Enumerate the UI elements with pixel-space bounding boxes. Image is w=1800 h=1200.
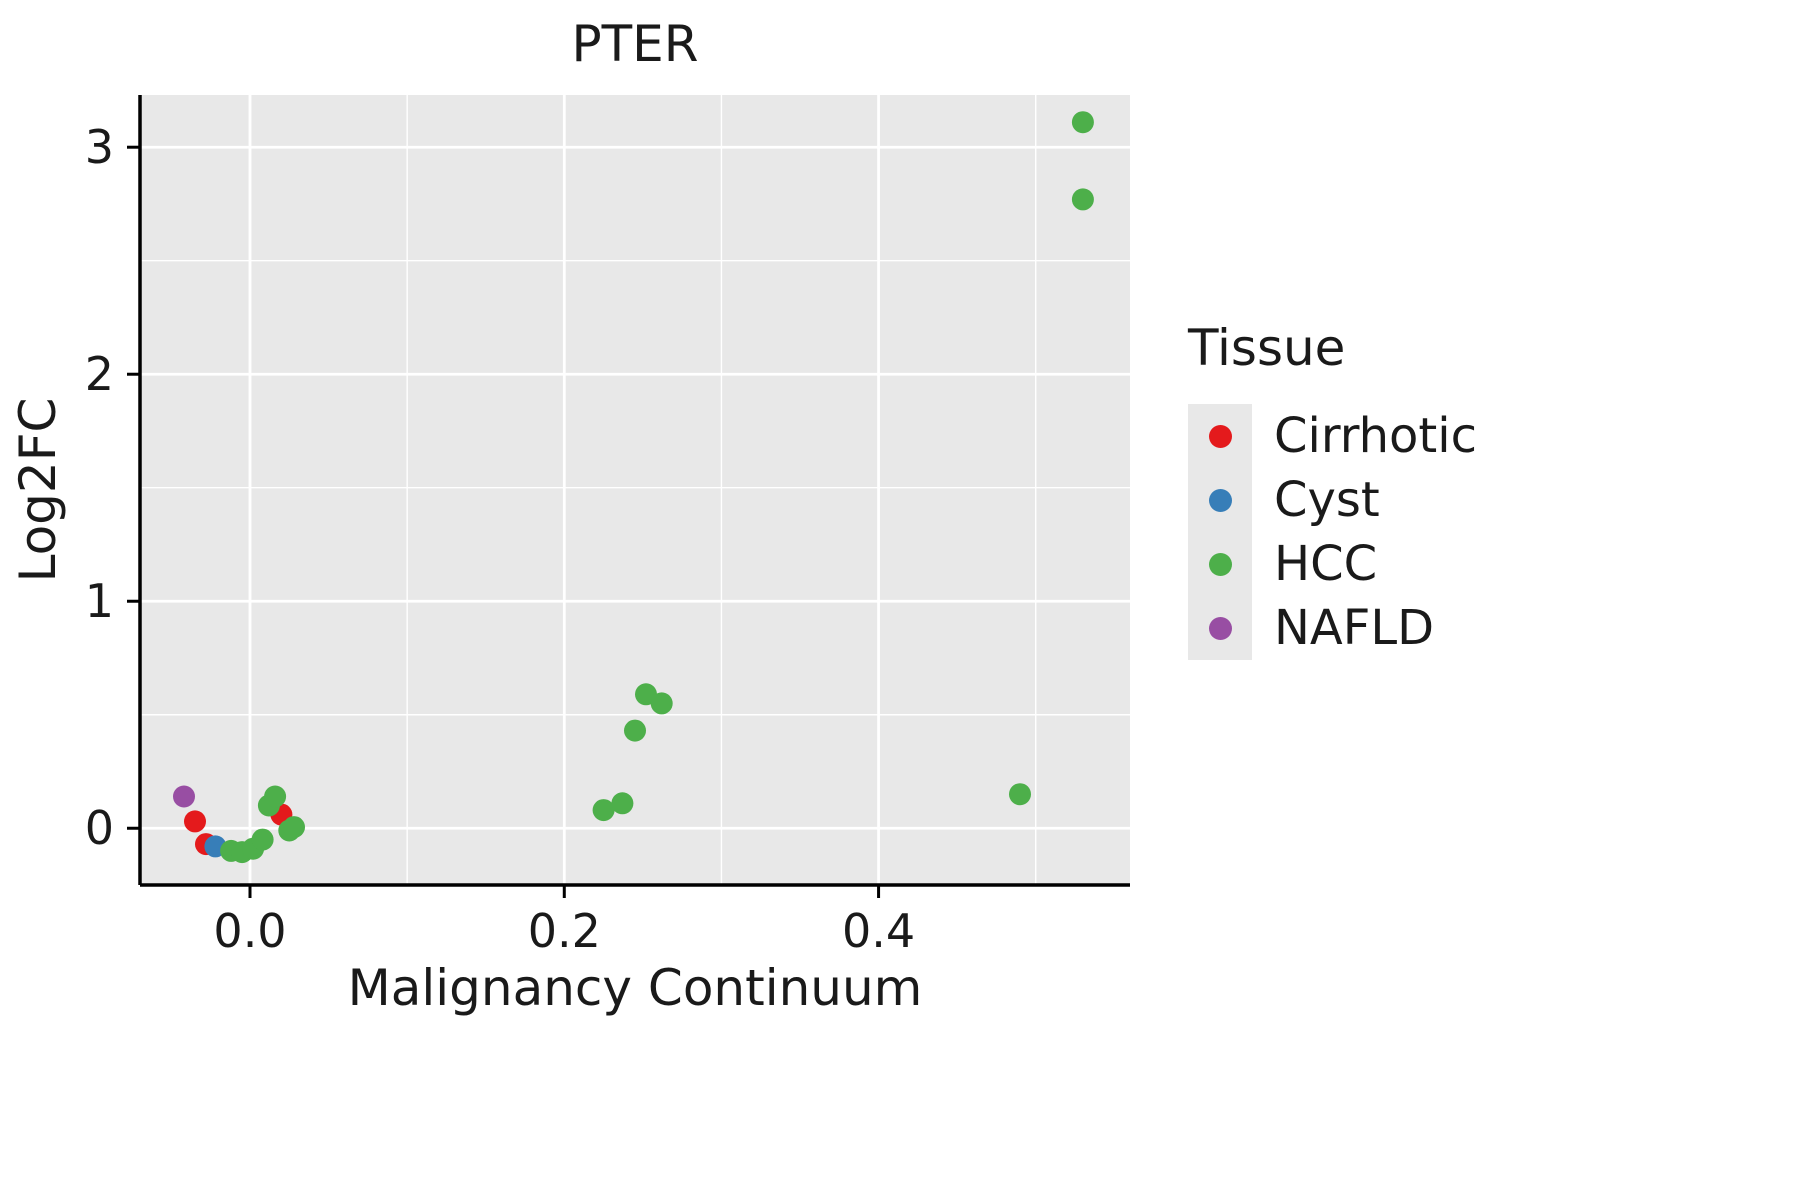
legend-key-swatch [1188,532,1252,596]
data-point-hcc [264,785,287,808]
data-point-hcc [611,792,634,815]
data-point-hcc [650,692,673,715]
legend-dot-icon [1208,424,1232,448]
y-tick-label: 0 [85,801,114,855]
data-point-hcc [624,719,646,742]
data-point-hcc [592,799,615,822]
legend-item-hcc: HCC [1188,532,1477,596]
data-point-hcc [1071,188,1094,211]
x-tick-label: 0.4 [842,904,915,958]
x-tick-label: 0.0 [213,904,286,958]
legend-dot-icon [1208,552,1232,576]
y-tick-label: 2 [85,347,114,401]
legend-item-label: Cyst [1274,472,1380,528]
legend-item-nafld: NAFLD [1188,596,1477,660]
y-axis-title: Log2FC [9,397,67,583]
legend-key-swatch [1188,468,1252,532]
plot-panel [140,95,1130,885]
y-tick-label: 1 [85,574,114,628]
legend-dot-icon [1208,488,1232,512]
data-point-hcc [1071,111,1094,134]
data-point-nafld [173,785,195,808]
legend-item-label: HCC [1274,536,1378,592]
legend-key-swatch [1188,404,1252,468]
data-point-hcc [251,828,274,851]
legend-dot-icon [1208,616,1232,640]
data-point-hcc [1009,783,1031,806]
y-tick-label: 3 [85,120,114,174]
legend-item-label: Cirrhotic [1274,408,1477,464]
legend-title: Tissue [1188,319,1346,377]
data-point-hcc [283,816,305,839]
chart-title: PTER [571,15,699,73]
legend-items: Cirrhotic Cyst HCC NAFLD [1188,404,1477,660]
legend-item-cirrhotic: Cirrhotic [1188,404,1477,468]
legend-item-cyst: Cyst [1188,468,1477,532]
x-tick-label: 0.2 [528,904,601,958]
legend: Tissue Cirrhotic Cyst HCC NAFLD [1188,318,1477,660]
data-point-cirrhotic [184,810,206,833]
legend-key-swatch [1188,596,1252,660]
legend-item-label: NAFLD [1274,600,1435,656]
x-axis-title: Malignancy Continuum [347,959,923,1017]
